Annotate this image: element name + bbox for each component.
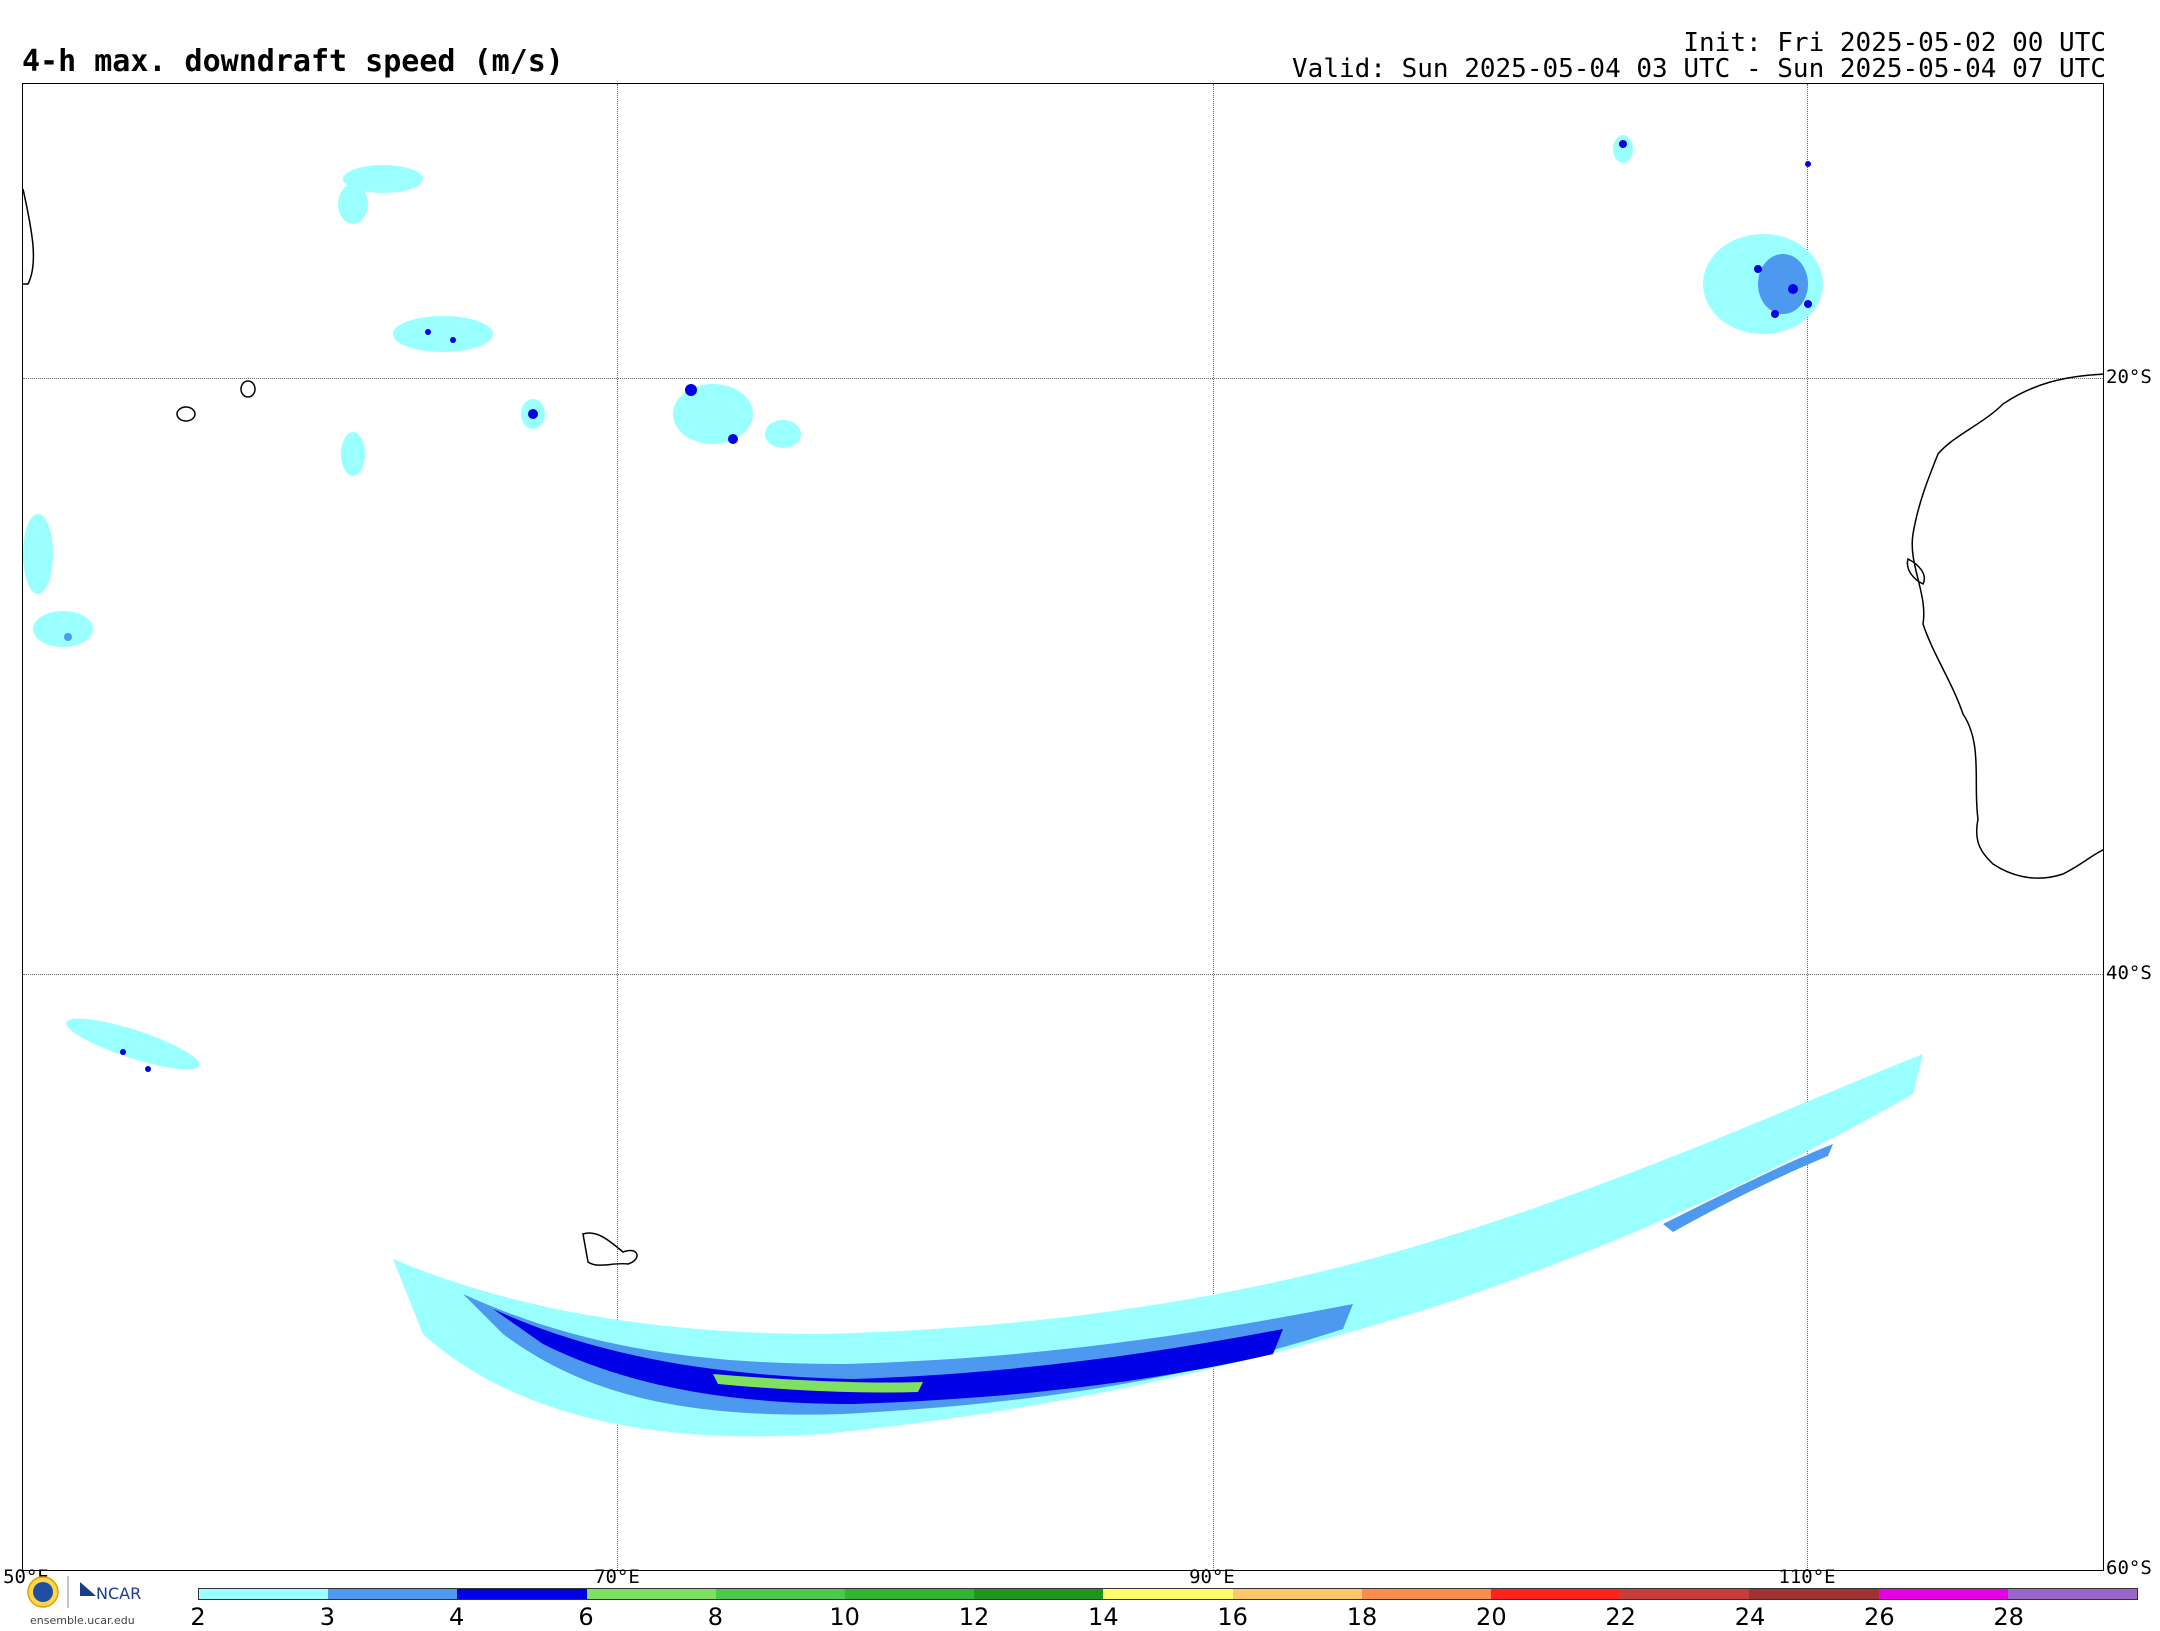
colorbar-tick-label: 12	[958, 1603, 990, 1631]
coastlines	[23, 188, 2103, 1266]
colorbar-segment	[457, 1589, 587, 1599]
map-title: 4-h max. downdraft speed (m/s)	[22, 44, 564, 79]
colorbar-tick-label: 18	[1346, 1603, 1378, 1631]
meridian-90e	[1213, 84, 1214, 1570]
convective-cells-ne	[1613, 135, 1823, 334]
map-field-svg	[23, 135, 2103, 1437]
colorbar-segment	[199, 1589, 329, 1599]
colorbar-tick-label: 4	[449, 1603, 465, 1631]
colorbar-segment	[1232, 1589, 1362, 1599]
colorbar-tick-label: 10	[829, 1603, 860, 1631]
colorbar-tick-label: 24	[1734, 1603, 1766, 1631]
map-panel	[22, 83, 2104, 1571]
colorbar-segment	[1361, 1589, 1492, 1599]
parallel-40s	[23, 974, 2103, 975]
colorbar	[198, 1588, 2138, 1600]
frontal-band-south	[393, 1054, 1923, 1437]
lat-label-20s: 20°S	[2106, 366, 2152, 388]
nsf-logo-icon	[27, 1576, 96, 1608]
lon-label-70e: 70°E	[594, 1566, 640, 1588]
colorbar-segment	[1103, 1589, 1233, 1599]
colorbar-tick-label: 22	[1605, 1603, 1636, 1631]
colorbar-tick-label: 16	[1217, 1603, 1248, 1631]
colorbar-tick-label: 8	[707, 1603, 723, 1631]
meridian-110e	[1807, 84, 1808, 1570]
colorbar-segment	[586, 1589, 716, 1599]
valid-line: Valid: Sun 2025-05-04 03 UTC - Sun 2025-…	[1292, 54, 2106, 84]
colorbar-segment	[715, 1589, 846, 1599]
init-line: Init: Fri 2025-05-02 00 UTC	[1683, 28, 2106, 58]
logo-url: ensemble.ucar.edu	[30, 1614, 135, 1627]
ncar-label: NCAR	[96, 1584, 142, 1603]
colorbar-tick-label: 14	[1088, 1603, 1119, 1631]
time-info: Init: Fri 2025-05-02 00 UTC Valid: Sun 2…	[1292, 30, 2106, 82]
colorbar-tick-label: 2	[190, 1603, 206, 1631]
lat-label-40s: 40°S	[2106, 962, 2152, 984]
colorbar-segment	[2007, 1589, 2138, 1599]
convective-cells-nw	[338, 165, 801, 476]
colorbar-segment	[1749, 1589, 1879, 1599]
colorbar-tick-label: 6	[578, 1603, 594, 1631]
colorbar-segment	[1620, 1589, 1750, 1599]
colorbar-segment	[845, 1589, 975, 1599]
colorbar-segment	[974, 1589, 1104, 1599]
colorbar-tick-label: 28	[1993, 1603, 2024, 1631]
ncar-logo-icon	[80, 1582, 96, 1596]
parallel-20s	[23, 378, 2103, 379]
lon-label-110e: 110°E	[1778, 1566, 1836, 1588]
meridian-70e	[617, 84, 618, 1570]
colorbar-segment	[1878, 1589, 2008, 1599]
colorbar-segment	[1491, 1589, 1621, 1599]
convective-cells-west	[23, 514, 200, 1072]
lon-label-90e: 90°E	[1189, 1566, 1235, 1588]
colorbar-tick-label: 26	[1864, 1603, 1895, 1631]
lat-label-60s: 60°S	[2106, 1557, 2152, 1579]
colorbar-tick-label: 20	[1476, 1603, 1507, 1631]
colorbar-tick-label: 3	[319, 1603, 335, 1631]
colorbar-segment	[328, 1589, 458, 1599]
